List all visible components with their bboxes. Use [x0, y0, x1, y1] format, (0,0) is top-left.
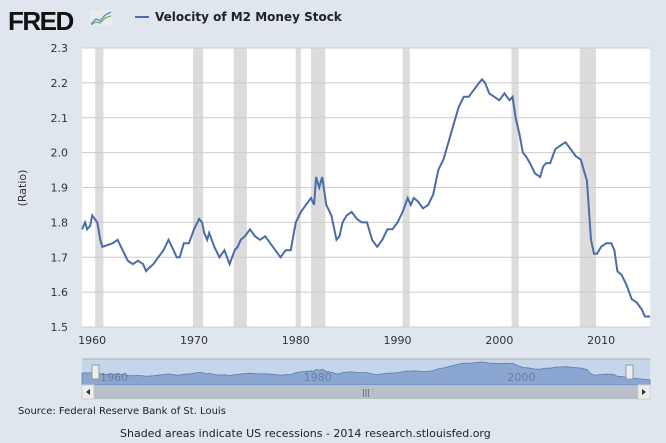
y-tick-label: 1.7 [51, 251, 69, 264]
y-tick-label: 2.2 [51, 77, 69, 90]
legend-item[interactable]: Velocity of M2 Money Stock [135, 10, 342, 24]
footer-note: Shaded areas indicate US recessions - 20… [120, 427, 491, 440]
source-text: Source: Federal Reserve Bank of St. Loui… [18, 406, 226, 417]
navigator[interactable]: 1960 1980 2000 ||| [81, 358, 651, 400]
series-line [81, 77, 650, 318]
y-tick-label: 1.6 [51, 286, 69, 299]
navigator-label: 2000 [507, 371, 535, 384]
y-tick-label: 1.9 [51, 182, 69, 195]
navigator-label: 1980 [304, 371, 332, 384]
x-tick-label: 2000 [485, 334, 513, 347]
y-tick-label: 1.8 [51, 216, 69, 229]
navigator-area [81, 361, 651, 386]
x-tick-label: 1960 [78, 334, 106, 347]
y-tick-label: 2.1 [51, 112, 69, 125]
y-tick-label: 2.3 [51, 42, 69, 55]
x-tick-label: 1970 [180, 334, 208, 347]
y-tick-label: 1.5 [51, 321, 69, 334]
navigator-right-handle[interactable] [625, 364, 634, 380]
legend-line-icon [135, 16, 149, 18]
x-tick-label: 1990 [384, 334, 412, 347]
chart-logo-icon [90, 10, 112, 26]
fred-logo: FRED [8, 6, 74, 36]
navigator-left-handle[interactable] [91, 364, 100, 380]
x-tick-label: 2010 [587, 334, 615, 347]
navigator-label: 1960 [100, 371, 128, 384]
chart-title: Velocity of M2 Money Stock [155, 10, 342, 24]
x-tick-label: 1980 [282, 334, 310, 347]
y-tick-label: 2.0 [51, 147, 69, 160]
arrow-left-icon [86, 389, 90, 395]
arrow-right-icon [642, 389, 646, 395]
scrollbar-grip-icon[interactable]: ||| [362, 388, 370, 397]
y-axis-label: (Ratio) [16, 170, 29, 207]
scrollbar[interactable] [82, 385, 650, 399]
